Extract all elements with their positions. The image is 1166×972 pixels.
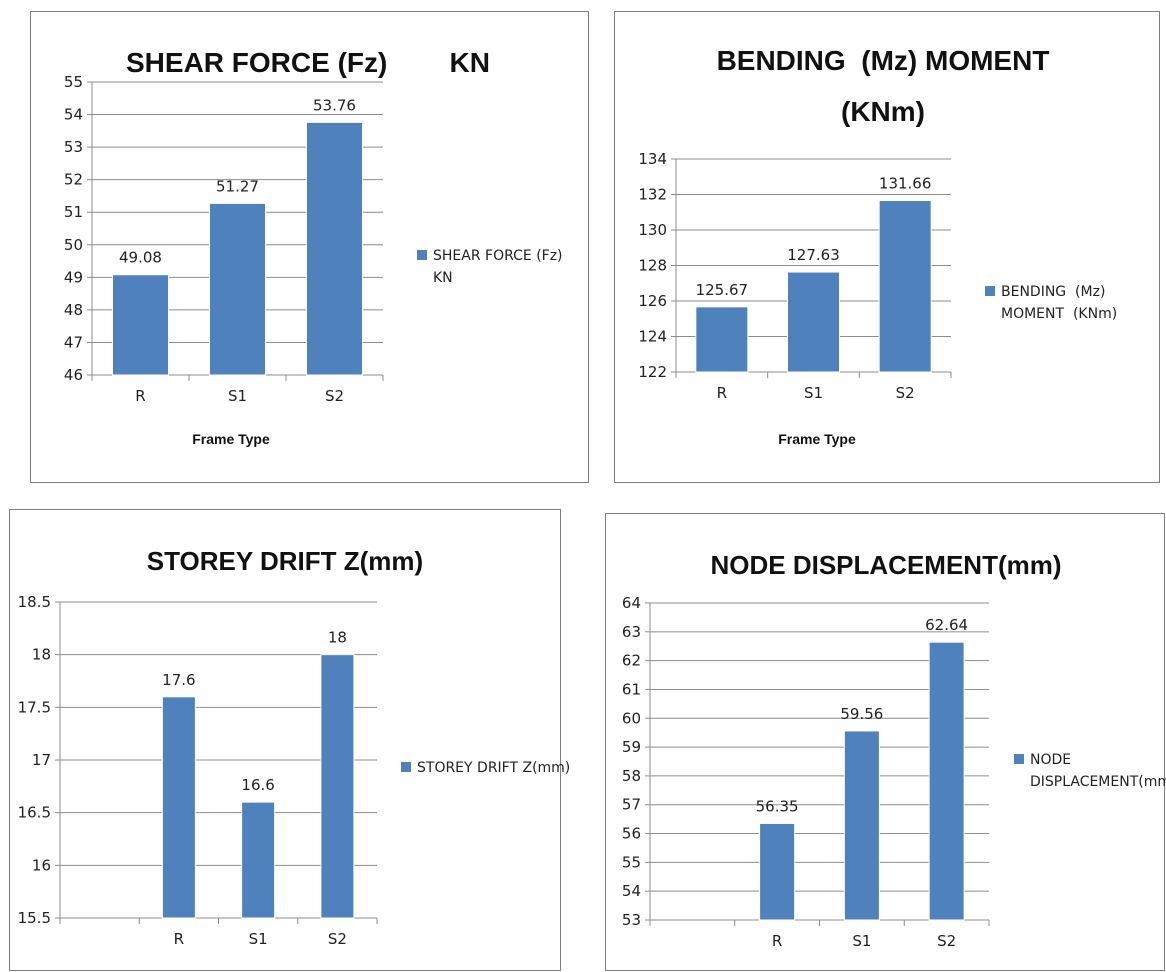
x-category-label: R [135,387,145,405]
shear-force-chart: SHEAR FORCE (Fz) KN 46 47 48 49 50 51 52 53 54 55 4… [64,47,563,447]
x-category-label: S2 [896,384,915,402]
x-category-label: S2 [328,930,347,948]
chart-title: STOREY DRIFT Z(mm) [147,546,423,576]
legend-swatch [401,762,411,772]
data-label: 125.67 [696,281,749,299]
legend-label: NODE [1030,752,1071,768]
bar-S2 [878,200,932,373]
y-tick-label: 18 [32,646,51,664]
storey-drift-chart: STOREY DRIFT Z(mm) 15.5 16 16.5 17 17.5 18 18.5… [18,546,571,948]
x-category-label: S2 [325,387,344,405]
y-tick-label: 55 [64,73,83,91]
legend-swatch [1014,754,1024,764]
y-tick-label: 52 [64,171,83,189]
x-category-label: S1 [804,384,823,402]
bar-R [161,696,196,919]
storey-drift-chart-panel: STOREY DRIFT Z(mm) 15.5 16 16.5 17 17.5 18 18.5… [9,509,571,971]
y-tick-label: 58 [622,767,641,785]
bar-S2 [306,121,363,376]
shear-force-chart-panel: SHEAR FORCE (Fz) KN 46 47 48 49 50 51 52 53 54 55 4… [30,11,589,483]
data-label: 56.35 [756,797,799,815]
y-tick-label: 122 [638,363,667,381]
x-category-label: R [772,932,782,950]
bar-S1 [787,271,840,373]
y-tick-label: 18.5 [18,593,51,611]
data-label: 59.56 [840,705,883,723]
chart-title: SHEAR FORCE (Fz) KN [126,47,490,78]
data-label: 18 [328,629,347,647]
bar-S2 [928,641,965,921]
y-tick-label: 57 [622,796,641,814]
bending-moment-chart: BENDING (Mz) MOMENT (KNm) 122 124 126 128 130 1… [638,45,1117,447]
node-displacement-chart: NODE DISPLACEMENT(mm) 53 54 55 56 57 58 59 60 61 6… [622,550,1166,950]
y-tick-label: 126 [638,292,667,310]
chart-title: NODE DISPLACEMENT(mm) [710,550,1061,580]
y-tick-label: 124 [638,328,667,346]
legend-label: STOREY DRIFT Z(mm) [417,760,570,776]
bar-R [112,274,169,376]
y-tick-label: 16 [32,856,51,874]
chart-title: BENDING (Mz) MOMENT [717,45,1050,76]
y-tick-label: 50 [64,236,83,254]
y-tick-label: 51 [64,203,83,221]
x-category-label: S1 [852,932,871,950]
x-axis-title: Frame Type [192,431,270,447]
y-tick-label: 17 [32,751,51,769]
y-tick-label: 64 [622,594,641,612]
legend-label: SHEAR FORCE (Fz) [433,248,563,264]
x-category-label: R [717,384,727,402]
legend-label: KN [433,270,453,286]
bar-S2 [320,654,355,919]
data-label: 127.63 [787,246,840,264]
x-axis-title: Frame Type [778,431,856,447]
y-tick-label: 62 [622,652,641,670]
y-tick-label: 54 [64,106,83,124]
y-tick-label: 132 [638,186,667,204]
y-tick-label: 15.5 [18,909,51,927]
bar-S1 [843,730,880,921]
y-tick-label: 53 [64,138,83,156]
y-tick-label: 49 [64,268,83,286]
y-tick-label: 55 [622,853,641,871]
bar-R [759,822,796,921]
y-tick-label: 48 [64,301,83,319]
data-label: 131.66 [879,175,932,193]
y-tick-label: 60 [622,709,641,727]
bar-S1 [209,202,266,376]
y-tick-label: 46 [64,366,83,384]
node-displacement-chart-panel: NODE DISPLACEMENT(mm) 53 54 55 56 57 58 59 60 61 6… [605,513,1166,971]
x-category-label: S2 [937,932,956,950]
y-tick-label: 56 [622,825,641,843]
y-tick-label: 59 [622,738,641,756]
y-tick-label: 128 [638,257,667,275]
x-category-label: S1 [228,387,247,405]
legend-label: MOMENT (KNm) [1001,306,1117,322]
legend-swatch [985,286,995,296]
y-tick-label: 53 [622,911,641,929]
data-label: 51.27 [216,177,259,195]
chart-title: (KNm) [841,96,925,127]
legend-label: DISPLACEMENT(mm) [1030,774,1166,790]
y-tick-label: 47 [64,333,83,351]
data-label: 53.76 [313,96,356,114]
x-category-label: S1 [249,930,268,948]
y-tick-label: 130 [638,221,667,239]
legend-swatch [417,250,427,260]
data-label: 17.6 [162,671,195,689]
y-tick-label: 63 [622,623,641,641]
y-tick-label: 16.5 [18,804,51,822]
x-category-label: R [174,930,184,948]
bar-R [695,306,749,373]
legend-label: BENDING (Mz) [1001,284,1105,300]
y-tick-label: 17.5 [18,698,51,716]
bending-moment-chart-panel: BENDING (Mz) MOMENT (KNm) 122 124 126 128 130 1… [614,11,1160,483]
bar-S1 [241,801,276,919]
data-label: 62.64 [925,616,968,634]
data-label: 16.6 [241,776,274,794]
y-tick-label: 54 [622,882,641,900]
y-tick-label: 61 [622,680,641,698]
data-label: 49.08 [119,249,162,267]
y-tick-label: 134 [638,150,667,168]
